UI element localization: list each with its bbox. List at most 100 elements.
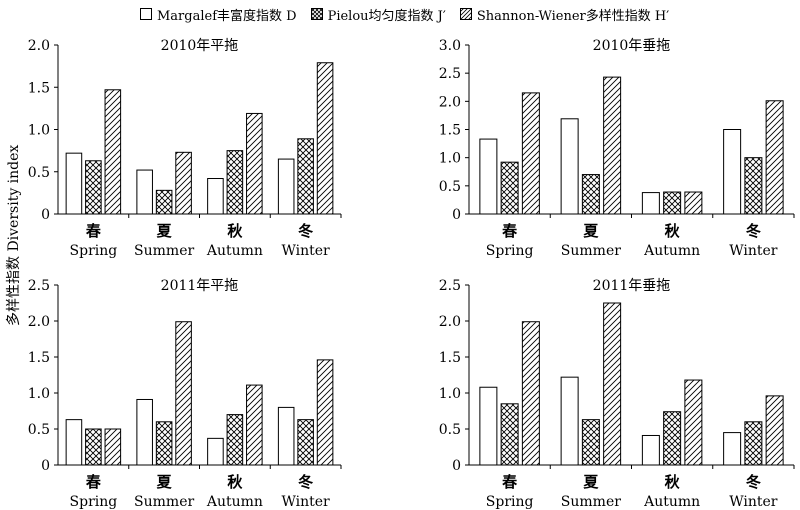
- bar-margalef: [136, 169, 153, 215]
- x-tick-label-cn: 秋: [665, 222, 681, 240]
- y-tick-label: 1.0: [28, 386, 50, 402]
- y-tick-label: 2.5: [439, 66, 461, 82]
- panel-title: 2010年平拖: [161, 38, 239, 54]
- x-tick-label-en: Summer: [561, 243, 621, 259]
- x-tick-label-en: Spring: [70, 243, 118, 259]
- bar-shannon: [316, 62, 334, 215]
- y-tick-label: 0: [41, 458, 50, 474]
- legend-swatch-pielou: [310, 8, 323, 20]
- y-tick-label: 1.5: [28, 80, 50, 96]
- y-tick-label: 1.5: [28, 350, 50, 366]
- panel-title: 2011年垂拖: [593, 278, 671, 294]
- x-tick-label-en: Summer: [561, 494, 621, 510]
- bar-shannon: [603, 302, 622, 466]
- chart-panel-3: 2011年平拖 0 0.5 1.0 1.5 2.0 2.5 春 Spring 夏 Summer 秋 Au…: [28, 278, 342, 510]
- chart-panel-2: 2010年垂拖 0 0.5 1.0 1.5 2.0 2.5 3.0 春 Spring 夏 Summer…: [439, 38, 795, 259]
- bar-shannon: [175, 321, 192, 466]
- bar-shannon: [521, 92, 540, 215]
- panel-title: 2011年平拖: [161, 278, 239, 294]
- x-tick-label-en: Winter: [729, 243, 778, 259]
- x-tick-label-en: Spring: [486, 243, 534, 259]
- bar-margalef: [641, 192, 660, 215]
- x-tick-label-cn: 春: [86, 222, 101, 240]
- bar-shannon: [246, 384, 263, 466]
- x-tick-label-cn: 春: [502, 222, 517, 240]
- bar-pielou: [500, 161, 519, 215]
- bar-margalef: [277, 158, 295, 215]
- x-tick-label-en: Winter: [282, 243, 331, 259]
- legend-swatch-shannon: [459, 8, 472, 20]
- bar-pielou: [500, 403, 519, 466]
- bar-shannon: [104, 428, 122, 466]
- x-tick-label-cn: 秋: [665, 473, 681, 491]
- y-tick-label: 2.5: [28, 278, 50, 294]
- bar-margalef: [136, 398, 153, 466]
- bar-shannon: [603, 76, 622, 215]
- y-tick-label: 0: [452, 458, 461, 474]
- bar-margalef: [723, 129, 742, 215]
- legend-swatch-margalef: [140, 8, 152, 20]
- bar-margalef: [65, 152, 83, 215]
- x-tick-label-cn: 夏: [156, 222, 173, 240]
- bar-margalef: [560, 118, 579, 215]
- bar-pielou: [581, 419, 600, 466]
- x-tick-label-cn: 冬: [746, 473, 761, 491]
- x-tick-label-en: Summer: [134, 494, 194, 510]
- bar-pielou: [155, 421, 173, 466]
- x-tick-label-cn: 夏: [156, 473, 173, 491]
- chart-panel-1: 2010年平拖 0 0.5 1.0 1.5 2.0 春 Spring 夏 Summer 秋 Autum…: [28, 38, 342, 259]
- legend-item-shannon: Shannon-Wiener多样性指数 H′: [459, 5, 670, 24]
- bar-pielou: [226, 414, 244, 466]
- x-tick-label-en: Winter: [282, 494, 331, 510]
- bar-pielou: [663, 191, 682, 215]
- x-tick-label-en: Spring: [486, 494, 534, 510]
- y-tick-label: 1.0: [28, 123, 50, 139]
- bar-margalef: [479, 386, 498, 466]
- bar-margalef: [723, 432, 742, 466]
- chart-panel-4: 2011年垂拖 0 0.5 1.0 1.5 2.0 2.5 春 Spring 夏 Summer 秋 Au…: [439, 278, 795, 510]
- legend-label-margalef: Margalef丰富度指数 D: [157, 8, 297, 24]
- bar-pielou: [663, 411, 682, 466]
- bar-pielou: [155, 189, 173, 215]
- y-tick-label: 2.0: [439, 314, 461, 330]
- bar-shannon: [684, 379, 703, 466]
- bar-pielou: [744, 157, 763, 215]
- y-tick-label: 0.5: [28, 165, 50, 181]
- bar-pielou: [226, 150, 244, 215]
- y-tick-label: 2.0: [28, 38, 50, 54]
- x-tick-label-cn: 春: [86, 473, 101, 491]
- x-tick-label-en: Autumn: [206, 494, 263, 510]
- y-tick-label: 1.0: [439, 151, 461, 167]
- bar-margalef: [207, 437, 224, 466]
- y-tick-label: 1.5: [439, 350, 461, 366]
- y-tick-label: 0: [452, 207, 461, 223]
- legend: Margalef丰富度指数 D Pielou均匀度指数 J′: [140, 2, 800, 26]
- bar-shannon: [104, 89, 122, 215]
- legend-label-shannon: Shannon-Wiener多样性指数 H′: [476, 8, 670, 24]
- bar-pielou: [744, 421, 763, 466]
- bar-pielou: [297, 419, 314, 466]
- bar-shannon: [765, 100, 784, 215]
- bar-pielou: [85, 428, 102, 466]
- y-tick-label: 2.0: [439, 94, 461, 110]
- y-tick-label: 2.5: [439, 278, 461, 294]
- y-tick-label: 1.0: [439, 386, 461, 402]
- y-tick-label: 0.5: [439, 422, 461, 438]
- bar-pielou: [581, 174, 600, 215]
- bar-shannon: [765, 395, 784, 466]
- bar-shannon: [175, 151, 192, 215]
- x-tick-label-en: Autumn: [643, 243, 700, 259]
- x-tick-label-en: Autumn: [643, 494, 700, 510]
- bar-margalef: [207, 178, 224, 215]
- x-tick-label-cn: 夏: [582, 222, 599, 240]
- y-tick-label: 3.0: [439, 38, 461, 54]
- y-tick-label: 1.5: [439, 123, 461, 139]
- x-tick-label-cn: 春: [502, 473, 517, 491]
- legend-item-margalef: Margalef丰富度指数 D: [140, 5, 297, 24]
- y-tick-label: 2.0: [28, 314, 50, 330]
- bar-margalef: [277, 406, 295, 466]
- bar-margalef: [65, 419, 83, 466]
- panel-title: 2010年垂拖: [593, 38, 671, 54]
